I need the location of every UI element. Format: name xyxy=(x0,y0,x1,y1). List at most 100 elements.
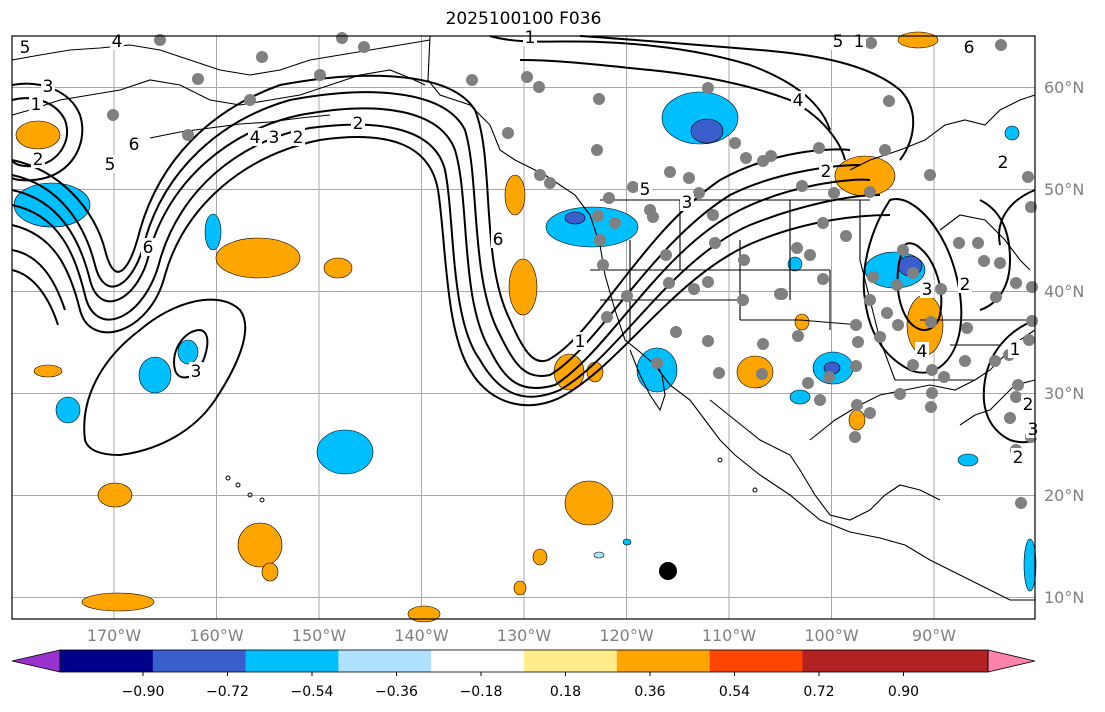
anomaly-blob xyxy=(97,482,133,508)
colorbar-swatch xyxy=(152,650,247,672)
station-dot xyxy=(924,169,936,181)
station-layer xyxy=(107,32,1038,580)
colorbar-tick-label: 0.90 xyxy=(887,684,920,700)
anomaly-blob xyxy=(215,237,301,279)
station-dot xyxy=(804,249,816,261)
contour-line xyxy=(11,74,851,363)
contour-label: 1 xyxy=(854,32,865,52)
contour-label: 5 xyxy=(20,38,31,58)
anomaly-blob xyxy=(15,120,61,150)
station-dot xyxy=(597,259,609,271)
anomaly-blob xyxy=(138,356,172,394)
station-dot xyxy=(1010,391,1022,403)
contour-label: 2 xyxy=(821,162,832,182)
contour-label: 4 xyxy=(250,128,261,148)
contour-label-bg xyxy=(1021,395,1035,413)
station-dot xyxy=(959,355,971,367)
station-dot xyxy=(850,360,862,372)
station-dot xyxy=(1025,201,1037,213)
station-dot xyxy=(688,283,700,295)
colorbar-swatch xyxy=(895,650,988,672)
contour-line xyxy=(489,35,831,131)
contour-label: 5 xyxy=(833,32,844,52)
colorbar-swatch xyxy=(338,650,432,672)
station-dot xyxy=(994,257,1006,269)
island-shape xyxy=(235,482,241,488)
contour-label-bg xyxy=(819,162,833,180)
station-dot xyxy=(865,37,877,49)
lat-tick-label: 30°N xyxy=(1044,383,1085,403)
lat-tick-label: 40°N xyxy=(1044,281,1085,301)
anomaly-blob xyxy=(789,389,811,405)
colorbar-swatch xyxy=(245,650,339,672)
station-dot xyxy=(609,217,621,229)
contour-label: 1 xyxy=(31,95,42,115)
station-dot xyxy=(738,254,750,266)
anomaly-blob xyxy=(564,480,614,526)
anomaly-blob xyxy=(532,548,548,566)
station-dot xyxy=(603,192,615,204)
anomaly-blob xyxy=(593,551,605,559)
contour-label-bg xyxy=(41,77,55,95)
station-dot xyxy=(864,407,876,419)
station-dot xyxy=(874,331,886,343)
contour-label-bg xyxy=(791,91,805,109)
contour-label: 2 xyxy=(353,114,364,134)
anomaly-blob xyxy=(690,118,724,144)
contour-label-bg xyxy=(141,238,155,256)
station-dot xyxy=(244,94,256,106)
island-shape xyxy=(752,487,758,493)
station-dot xyxy=(644,204,656,216)
colorbar-tick-label: −0.72 xyxy=(206,684,249,700)
station-dot xyxy=(907,359,919,371)
station-dot xyxy=(851,399,863,411)
station-dot xyxy=(935,283,947,295)
station-dot xyxy=(651,357,663,369)
station-dot xyxy=(683,172,695,184)
station-dot xyxy=(814,394,826,406)
station-dot xyxy=(592,210,604,222)
station-dot xyxy=(314,69,326,81)
contour-line xyxy=(519,59,846,161)
contour-label-bg xyxy=(103,155,117,173)
contour-line xyxy=(11,107,871,390)
contour-label-bg xyxy=(962,38,976,56)
contour-label: 4 xyxy=(112,32,123,52)
station-dot xyxy=(813,142,825,154)
contour-line xyxy=(998,189,1036,246)
anomaly-blob xyxy=(622,538,632,546)
coastline-path xyxy=(895,319,1035,381)
contour-label-bg xyxy=(1011,448,1025,466)
station-dot xyxy=(925,401,937,413)
contour-label: 3 xyxy=(682,193,693,213)
station-dot xyxy=(892,319,904,331)
contour-label-bg xyxy=(1026,420,1040,438)
lon-tick-label: 170°W xyxy=(86,626,142,645)
coastline-path xyxy=(149,114,331,139)
coastline-path xyxy=(939,214,1031,271)
anomaly-blob xyxy=(1023,538,1037,592)
colorbar-tick-label: −0.36 xyxy=(375,684,418,700)
lon-tick-label: 150°W xyxy=(291,626,347,645)
station-dot xyxy=(521,71,533,83)
station-dot xyxy=(849,431,861,443)
map-title: 2025100100 F036 xyxy=(445,9,602,29)
station-dot xyxy=(594,234,606,246)
contour-line xyxy=(979,199,1012,311)
station-dot xyxy=(894,388,906,400)
station-dot xyxy=(1004,412,1016,424)
contour-label-bg xyxy=(920,280,934,298)
contour-label-bg xyxy=(248,128,262,146)
colorbar-tick-label: 0.72 xyxy=(803,684,835,700)
contour-label: 6 xyxy=(143,238,154,258)
contour-line xyxy=(11,269,59,326)
station-dot xyxy=(989,355,1001,367)
anomaly-blob xyxy=(204,213,222,251)
anomaly-blob xyxy=(897,31,939,49)
contour-label: 5 xyxy=(105,155,116,175)
station-dot xyxy=(1015,497,1027,509)
contour-label-bg xyxy=(267,128,281,146)
contour-label: 2 xyxy=(293,128,304,148)
colorbar-tick-label: −0.90 xyxy=(121,684,165,700)
